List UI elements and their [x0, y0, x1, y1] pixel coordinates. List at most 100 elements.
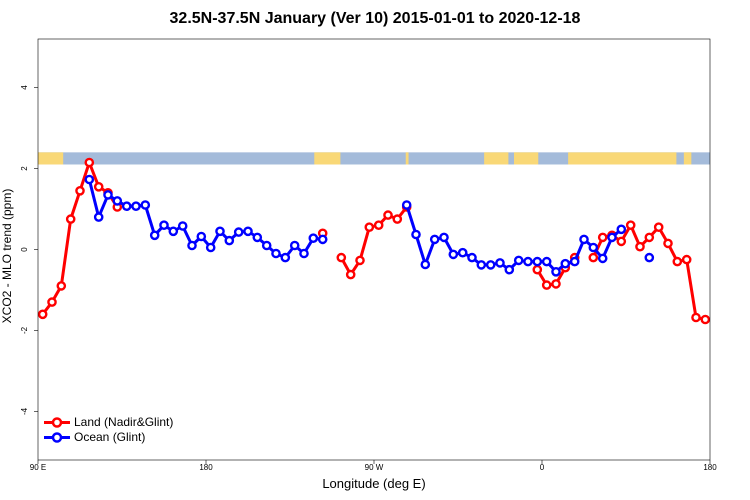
data-point: [233, 227, 244, 237]
data-point: [551, 266, 561, 277]
data-point: [476, 260, 487, 270]
data-point: [635, 241, 645, 252]
data-point: [38, 309, 48, 320]
plot-frame: [37, 38, 711, 461]
legend-entry-ocean: Ocean (Glint): [42, 430, 192, 445]
legend-marker-land: [44, 417, 70, 428]
strip-land-segment: [683, 152, 692, 165]
data-point: [65, 214, 76, 224]
land-ocean-strip: [38, 152, 710, 165]
data-point: [345, 269, 356, 280]
data-point: [504, 264, 515, 275]
data-point: [420, 259, 431, 270]
data-point: [289, 240, 300, 251]
strip-land-segment: [314, 152, 341, 165]
data-point: [159, 220, 169, 230]
data-point: [373, 220, 384, 230]
data-point: [140, 200, 151, 210]
data-point: [730, 299, 737, 306]
data-point: [252, 232, 263, 243]
data-point: [532, 256, 543, 267]
legend-entry-land: Land (Nadir&Glint): [42, 415, 192, 430]
strip-land-segment: [405, 152, 409, 165]
data-point: [56, 281, 67, 291]
data-point: [739, 282, 746, 289]
data-point: [299, 248, 309, 259]
data-point: [149, 230, 160, 241]
data-point: [364, 222, 375, 232]
x-tick-label: 90 W: [365, 463, 384, 472]
data-point: [355, 255, 365, 266]
data-point: [177, 221, 188, 231]
x-tick-label: 90 E: [30, 463, 46, 472]
data-point: [644, 232, 655, 243]
data-point: [607, 232, 617, 243]
data-point: [625, 220, 636, 230]
y-tick-label: 4: [20, 85, 29, 90]
legend-label-ocean: Ocean (Glint): [74, 430, 146, 444]
data-point: [457, 247, 468, 258]
data-point: [448, 249, 459, 260]
data-point: [681, 254, 692, 265]
legend-label-land: Land (Nadir&Glint): [74, 415, 174, 429]
data-point: [691, 312, 701, 323]
data-point: [392, 214, 403, 224]
data-point: [720, 311, 727, 318]
legend-marker-ocean: [44, 432, 70, 443]
data-point: [317, 234, 328, 245]
data-point: [672, 256, 683, 267]
data-point: [616, 236, 627, 247]
data-point: [131, 201, 141, 211]
data-point: [84, 174, 95, 185]
series-ocean: [84, 174, 655, 277]
data-point: [75, 185, 85, 196]
data-point: [588, 252, 599, 263]
x-axis-label: Longitude (deg E): [322, 476, 426, 491]
y-tick-label: 0: [20, 247, 29, 252]
data-point: [597, 232, 608, 243]
y-tick-label: -2: [20, 326, 29, 334]
data-point: [308, 233, 319, 243]
data-point: [215, 226, 225, 237]
series-layer: [38, 157, 746, 325]
data-point: [84, 157, 95, 168]
data-point: [47, 297, 57, 307]
strip-land-segment: [484, 152, 509, 165]
data-point: [485, 260, 496, 270]
data-point: [261, 240, 272, 251]
data-point: [383, 210, 393, 220]
data-point: [411, 229, 421, 240]
data-point: [700, 314, 710, 325]
data-point: [597, 253, 608, 264]
series-line: [41, 161, 119, 316]
data-point: [579, 234, 589, 245]
data-point: [663, 238, 673, 249]
series-land: [38, 157, 746, 325]
data-point: [513, 255, 524, 266]
y-tick-label: -4: [20, 407, 29, 415]
data-point: [653, 222, 664, 232]
data-point: [588, 242, 599, 253]
data-point: [271, 248, 281, 259]
strip-land-segment: [514, 152, 539, 165]
x-tick-label: 180: [703, 463, 717, 472]
legend: Land (Nadir&Glint) Ocean (Glint): [42, 415, 192, 447]
data-point: [196, 231, 207, 242]
data-point: [644, 252, 655, 263]
y-axis: -4 -2 0 2 4: [20, 85, 38, 415]
data-point: [541, 280, 552, 290]
data-point: [187, 240, 197, 251]
x-axis: 90 E 180 90 W 0 180: [30, 460, 717, 472]
data-point: [616, 224, 627, 235]
y-axis-label: XCO2 - MLO trend (ppm): [0, 188, 14, 324]
data-point: [532, 264, 543, 275]
data-point: [709, 318, 710, 321]
data-point: [112, 196, 123, 206]
data-point: [439, 232, 449, 243]
chart-title: 32.5N-37.5N January (Ver 10) 2015-01-01 …: [169, 10, 581, 27]
series-line: [87, 179, 323, 260]
data-point: [243, 226, 253, 237]
data-point: [569, 256, 580, 267]
x-tick-label: 0: [540, 463, 545, 472]
